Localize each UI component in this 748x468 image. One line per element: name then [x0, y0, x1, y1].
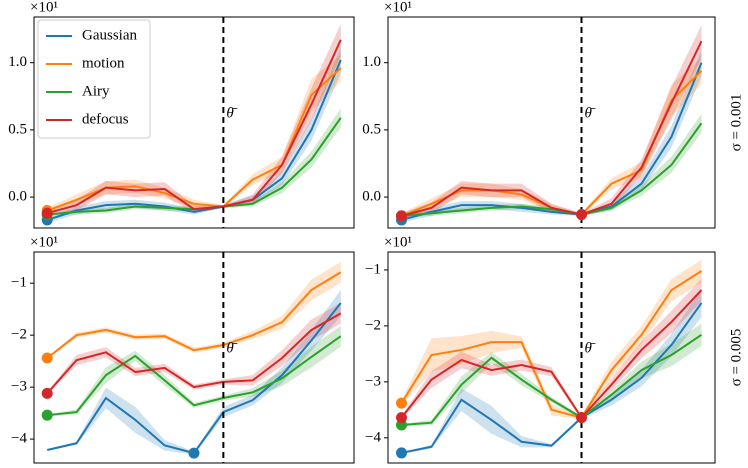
reference-label: θ̄: [226, 105, 237, 121]
row-label: σ = 0.001: [728, 94, 744, 152]
series-line: [46, 302, 342, 455]
marker: [41, 352, 53, 364]
error-band: [401, 288, 702, 455]
error-band: [47, 289, 341, 455]
y-tick-label: −4: [11, 431, 27, 447]
y-tick-label: −4: [365, 429, 381, 445]
series-line: [401, 62, 703, 221]
series-line: [401, 122, 703, 217]
legend-label: motion: [82, 55, 125, 71]
legend-label: Airy: [82, 83, 110, 99]
series-line: [400, 289, 703, 420]
marker: [41, 409, 53, 421]
series-line: [401, 40, 703, 217]
panel: −4 −3 −2 −1 ×10¹ θ̄: [11, 234, 355, 464]
series-line: [46, 67, 342, 212]
plot-area: [46, 261, 342, 455]
series-line: [47, 335, 342, 417]
error-band: [47, 261, 341, 360]
plot-area: [400, 259, 703, 455]
axes-frame: [33, 16, 355, 229]
plot-area: [401, 25, 703, 223]
y-tick-label: 0.5: [362, 121, 381, 137]
series-line: [401, 334, 703, 426]
marker: [396, 447, 407, 459]
y-tick-label: −3: [11, 379, 27, 395]
series-line: [46, 59, 342, 221]
offset-text: ×10¹: [30, 234, 58, 250]
y-tick-label: −3: [365, 373, 381, 389]
reference-label: θ̄: [585, 105, 596, 121]
error-band: [47, 54, 341, 214]
marker: [396, 397, 407, 409]
error-band: [401, 323, 702, 427]
y-tick-label: −2: [365, 317, 381, 333]
marker: [41, 207, 53, 219]
reference-label: θ̄: [585, 340, 596, 356]
error-band: [47, 302, 341, 395]
panel: −4 −3 −2 −1×10¹ θ̄ σ = 0.005: [365, 234, 744, 464]
row-label: σ = 0.005: [728, 329, 744, 387]
y-tick-label: −1: [11, 275, 27, 291]
error-band: [47, 325, 341, 417]
legend: Gaussian motion Airy defocus: [37, 19, 151, 139]
panel: 0.0 0.5 1.0 ×10¹ θ̄ σ = 0.001: [362, 0, 744, 229]
axes-frame: [387, 251, 716, 464]
y-tick-label: −1: [365, 261, 381, 277]
axes-frame: [33, 251, 355, 464]
series-line: [46, 39, 342, 215]
y-tick-label: 0.5: [8, 121, 27, 137]
y-tick-label: 0.0: [362, 189, 381, 205]
panel: 0.0 0.5 1.0 ×10¹ θ̄ Gaussian motion Airy defocus: [8, 0, 355, 229]
error-band: [401, 57, 702, 219]
series-line: [400, 270, 703, 419]
y-tick-label: 0.0: [8, 189, 27, 205]
marker: [576, 209, 587, 221]
legend-label: defocus: [82, 111, 129, 127]
marker: [396, 210, 407, 222]
legend-frame: [37, 19, 151, 139]
marker: [41, 387, 53, 399]
axes-frame: [387, 16, 716, 229]
series-line: [46, 312, 342, 395]
reference-label: θ̄: [226, 340, 237, 356]
y-tick-label: 1.0: [8, 54, 27, 70]
offset-text: ×10¹: [384, 0, 412, 15]
marker: [576, 412, 587, 424]
series-line: [46, 271, 342, 359]
y-tick-label: 1.0: [362, 54, 381, 70]
error-band: [401, 25, 702, 219]
legend-label: Gaussian: [82, 27, 137, 43]
offset-text: ×10¹: [384, 234, 412, 250]
offset-text: ×10¹: [30, 0, 58, 15]
y-tick-label: −2: [11, 327, 27, 343]
error-band: [401, 259, 702, 420]
marker: [188, 447, 200, 459]
plot-area: [46, 23, 342, 223]
series-line: [401, 302, 703, 454]
marker: [396, 412, 407, 424]
